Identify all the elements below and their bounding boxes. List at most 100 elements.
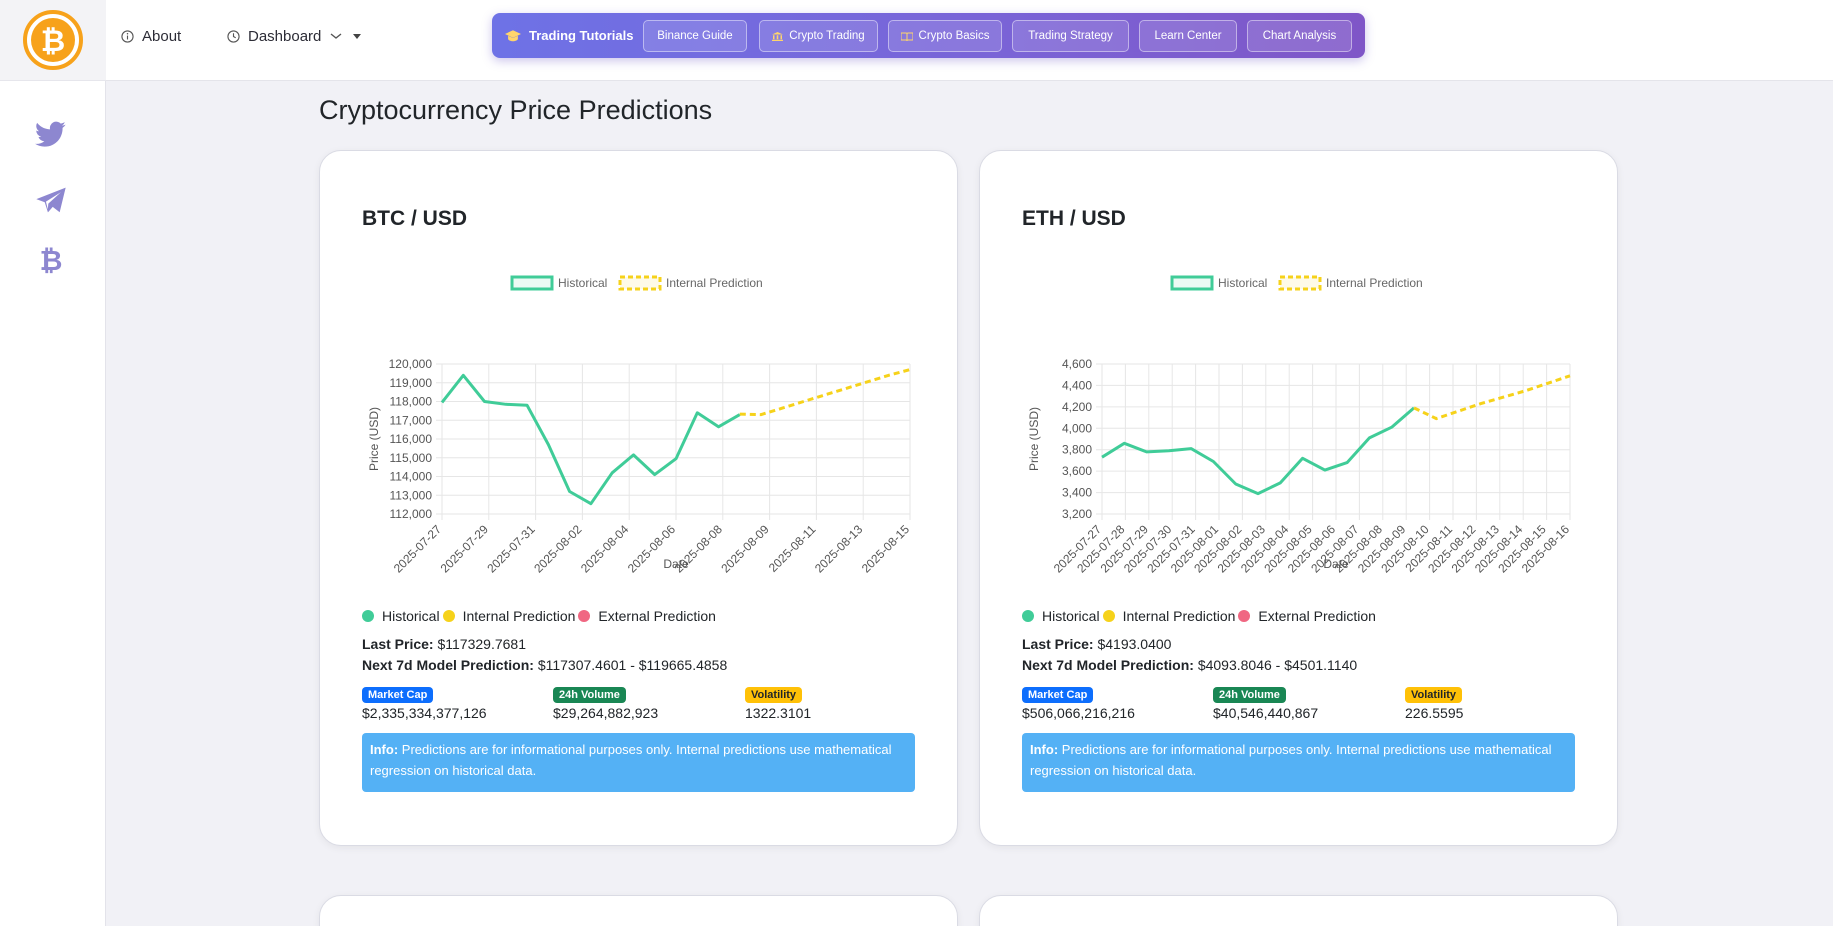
last-price-label: Last Price: (1022, 636, 1094, 652)
legend-prediction-swatch (1278, 275, 1322, 291)
historical-dot (362, 610, 374, 622)
x-tick-label: 2025-08-09 (718, 522, 772, 576)
y-tick-label: 120,000 (389, 357, 433, 371)
nav-dashboard-label: Dashboard (248, 27, 322, 45)
tutorial-link-label: Learn Center (1154, 30, 1222, 42)
last-price: Last Price: $4193.0400 (1022, 636, 1171, 652)
volatility-value: 226.5595 (1405, 705, 1464, 721)
info-icon (121, 29, 134, 43)
internal-prediction-dot (1102, 610, 1115, 622)
alert-label: Info: (1030, 742, 1059, 757)
legend-historical-text: Historical (558, 276, 607, 290)
stat-volatility: Volatility 226.5595 (1405, 685, 1463, 721)
alert-label: Info: (370, 742, 399, 757)
card-title: BTC / USD (362, 207, 467, 230)
legend-historical-text: Historical (1218, 276, 1267, 290)
chart-legend: Historical Internal Prediction External … (1022, 608, 1376, 624)
alert-text: Predictions are for informational purpos… (1030, 742, 1552, 778)
tutorial-link-label: Trading Strategy (1028, 30, 1113, 42)
tutorial-link-binance-guide[interactable]: Binance Guide (643, 20, 747, 52)
y-tick-label: 117,000 (390, 413, 433, 427)
tutorial-link-learn-center[interactable]: Learn Center (1139, 20, 1237, 52)
tutorial-link-crypto-trading[interactable]: Crypto Trading (759, 20, 878, 52)
y-tick-label: 114,000 (390, 470, 433, 484)
top-navbar: About Dashboard Trading Tutorials Binanc… (106, 0, 1833, 81)
book-icon (900, 32, 913, 41)
tutorial-link-crypto-basics[interactable]: Crypto Basics (888, 20, 1002, 52)
legend-internal-prediction: Internal Prediction (462, 608, 576, 624)
tutorial-link-trading-strategy[interactable]: Trading Strategy (1012, 20, 1129, 52)
market-cap-value: $506,066,216,216 (1022, 705, 1135, 721)
prediction-series-line (1413, 374, 1571, 421)
telegram-icon[interactable] (34, 184, 68, 218)
volume-value: $40,546,440,867 (1213, 705, 1319, 721)
y-tick-label: 112,000 (390, 507, 433, 521)
legend-prediction-text: Internal Prediction (1326, 276, 1423, 290)
prediction-label: Next 7d Model Prediction: (362, 657, 534, 673)
bitcoin-icon[interactable]: ₿ (34, 243, 68, 277)
svg-text:₿: ₿ (41, 25, 65, 58)
price-chart: Historical Internal Prediction 120,000 119,… (367, 275, 913, 576)
x-axis-title: Date (663, 557, 689, 571)
prediction-range: $117307.4601 - $119665.4858 (537, 657, 728, 673)
market-cap-value: $2,335,334,377,126 (362, 705, 487, 721)
chevron-down-icon (330, 33, 342, 39)
legend-external-prediction: External Prediction (598, 608, 716, 624)
legend-internal-prediction: Internal Prediction (1122, 608, 1236, 624)
last-price-label: Last Price: (362, 636, 434, 652)
y-tick-label: 3,200 (1062, 507, 1092, 521)
tutorial-link-label: Crypto Basics (918, 30, 990, 42)
page-title: Cryptocurrency Price Predictions (319, 95, 713, 125)
chart-legend: Historical Internal Prediction External … (362, 608, 716, 624)
x-tick-label: 2025-07-27 (391, 522, 445, 576)
nav-about-label: About (142, 27, 182, 45)
stat-volatility: Volatility 1322.3101 (745, 685, 811, 721)
y-axis-title: Price (USD) (367, 407, 381, 471)
volatility-value: 1322.3101 (745, 705, 812, 721)
y-tick-label: 4,000 (1062, 421, 1092, 435)
y-tick-label: 3,600 (1062, 464, 1092, 478)
prediction-label: Next 7d Model Prediction: (1022, 657, 1194, 673)
logo[interactable]: ₿ (0, 0, 106, 81)
nav-about[interactable]: About (121, 24, 181, 48)
legend-historical-swatch (1170, 275, 1214, 291)
tutorial-link-label: Chart Analysis (1262, 30, 1337, 42)
volume-value: $29,264,882,923 (553, 705, 659, 721)
historical-series-line (1101, 406, 1415, 496)
legend-prediction-text: Internal Prediction (666, 276, 763, 290)
x-tick-label: 2025-08-11 (766, 522, 819, 575)
card-title: ETH / USD (1022, 207, 1126, 230)
last-price-value: $4193.0400 (1097, 636, 1172, 652)
x-tick-label: 2025-08-15 (859, 522, 913, 576)
tutorials-bar: Trading Tutorials Binance Guide Crypto T… (492, 13, 1365, 58)
tutorial-link-label: Binance Guide (657, 30, 733, 42)
bank-icon (772, 31, 784, 41)
price-chart: Historical Internal Prediction 4,600 4,400 4… (1027, 275, 1572, 576)
y-tick-label: 115,000 (390, 451, 433, 465)
prediction-series-line (739, 368, 911, 417)
crypto-card-next-2 (979, 895, 1618, 926)
clock-icon (227, 29, 240, 43)
legend-historical: Historical (382, 608, 440, 624)
external-prediction-dot (578, 610, 591, 622)
x-tick-label: 2025-08-13 (812, 522, 866, 576)
legend-historical: Historical (1042, 608, 1100, 624)
prediction-range: $4093.8046 - $4501.1140 (1197, 657, 1358, 673)
sidebar: ₿ ₿ (0, 0, 106, 926)
x-tick-label: 2025-08-04 (578, 522, 632, 576)
crypto-card-eth: ETH / USD Historical Internal Prediction 4… (979, 150, 1618, 846)
x-axis-title: Date (1323, 557, 1349, 571)
twitter-icon[interactable] (34, 118, 68, 152)
y-axis-title: Price (USD) (1027, 407, 1041, 471)
nav-dashboard-dropdown[interactable]: Dashboard (227, 24, 363, 48)
historical-series-line (440, 373, 741, 506)
x-tick-label: 2025-07-29 (438, 522, 492, 576)
volume-badge: 24h Volume (553, 687, 626, 703)
info-alert: Info: Predictions are for informational … (362, 733, 915, 792)
tutorials-title: Trading Tutorials (505, 13, 634, 58)
market-cap-badge: Market Cap (1022, 687, 1094, 703)
tutorial-link-label: Crypto Trading (789, 30, 865, 42)
y-tick-label: 119,000 (390, 376, 433, 390)
tutorial-link-chart-analysis[interactable]: Chart Analysis (1247, 20, 1352, 52)
legend-historical-swatch (510, 275, 554, 291)
